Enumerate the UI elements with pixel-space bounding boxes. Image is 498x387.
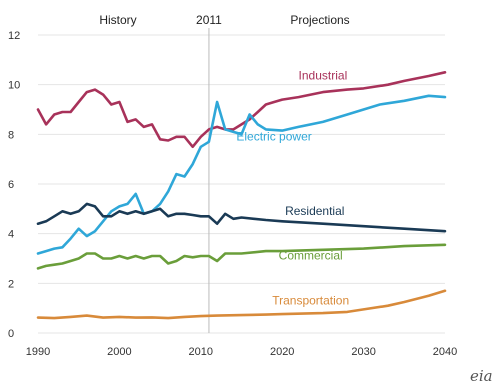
series-line-residential	[36, 202, 447, 233]
series-line-transportation	[36, 289, 447, 320]
series-line-commercial	[36, 243, 447, 270]
series-labels: Industrial Electric power Residential Comme…	[236, 69, 349, 308]
y-tick-label: 6	[8, 179, 14, 191]
x-tick-label: 2020	[270, 346, 294, 358]
series-label-commercial: Commercial	[279, 249, 343, 263]
grid	[38, 34, 445, 334]
tick-labels: 0 2 4 6 8 10 12 1990 2000 2010 2020 2030 2040	[8, 30, 457, 358]
x-tick-label: 2010	[189, 346, 213, 358]
y-tick-label: 0	[8, 328, 14, 340]
projections-header: Projections	[290, 13, 349, 27]
series-label-residential: Residential	[285, 204, 344, 218]
x-tick-label: 2030	[351, 346, 375, 358]
history-header: History	[99, 13, 136, 27]
x-tick-label: 2000	[107, 346, 131, 358]
y-tick-label: 4	[8, 229, 14, 241]
series-line-electric-power	[36, 94, 447, 255]
x-tick-label: 2040	[433, 346, 457, 358]
series-label-electric-power: Electric power	[236, 130, 311, 144]
x-tick-label: 1990	[26, 346, 50, 358]
series-label-transportation: Transportation	[272, 293, 349, 307]
y-tick-label: 10	[8, 80, 20, 92]
series-label-industrial: Industrial	[299, 69, 348, 83]
y-tick-label: 12	[8, 30, 20, 42]
series-line-industrial	[36, 71, 447, 149]
y-tick-label: 2	[8, 278, 14, 290]
series-lines	[36, 71, 447, 320]
y-tick-label: 8	[8, 129, 14, 141]
divider-year-label: 2011	[196, 13, 222, 27]
eia-logo: eia	[470, 367, 493, 385]
